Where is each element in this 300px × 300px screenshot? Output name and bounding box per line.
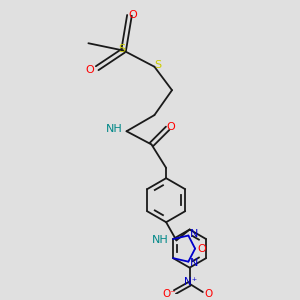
Text: NH: NH [152, 235, 169, 245]
Text: O: O [85, 64, 94, 75]
Text: O: O [197, 244, 206, 254]
Text: NH: NH [105, 124, 122, 134]
Text: S: S [118, 44, 126, 54]
Text: O: O [129, 10, 137, 20]
Text: O⁻: O⁻ [163, 290, 176, 299]
Text: N: N [189, 258, 198, 268]
Text: S: S [154, 60, 161, 70]
Text: O: O [167, 122, 176, 132]
Text: O: O [204, 290, 212, 299]
Text: N: N [189, 229, 198, 239]
Text: N⁺: N⁺ [184, 277, 197, 287]
